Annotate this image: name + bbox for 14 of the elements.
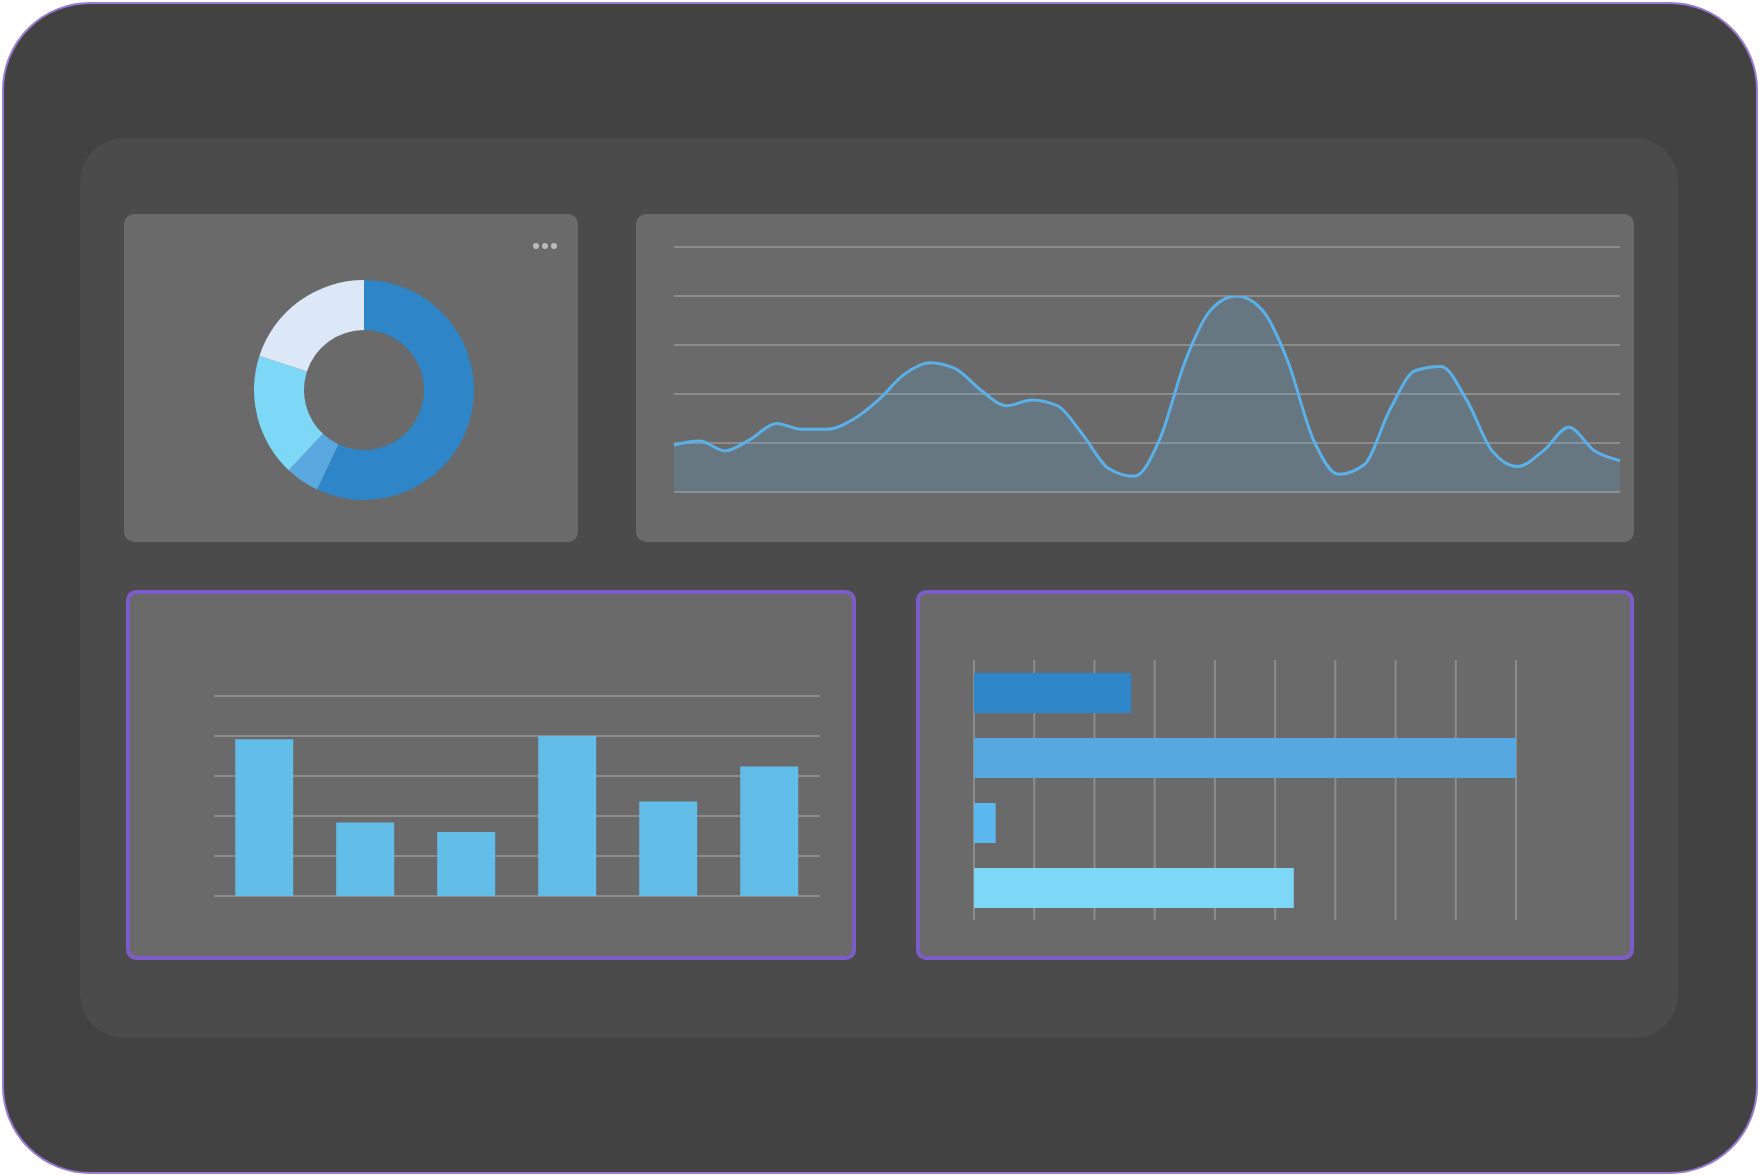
bar <box>974 868 1294 908</box>
bar <box>538 736 597 896</box>
bar <box>974 673 1132 713</box>
donut-slice <box>254 356 323 471</box>
bar <box>639 801 698 896</box>
bar <box>974 803 996 843</box>
donut-slice <box>288 433 339 490</box>
bar <box>974 738 1516 778</box>
bar <box>437 832 496 896</box>
bar <box>740 766 799 896</box>
donut-slice <box>259 280 364 372</box>
donut-slice <box>317 280 474 500</box>
bar <box>235 739 294 896</box>
bar <box>336 822 395 896</box>
